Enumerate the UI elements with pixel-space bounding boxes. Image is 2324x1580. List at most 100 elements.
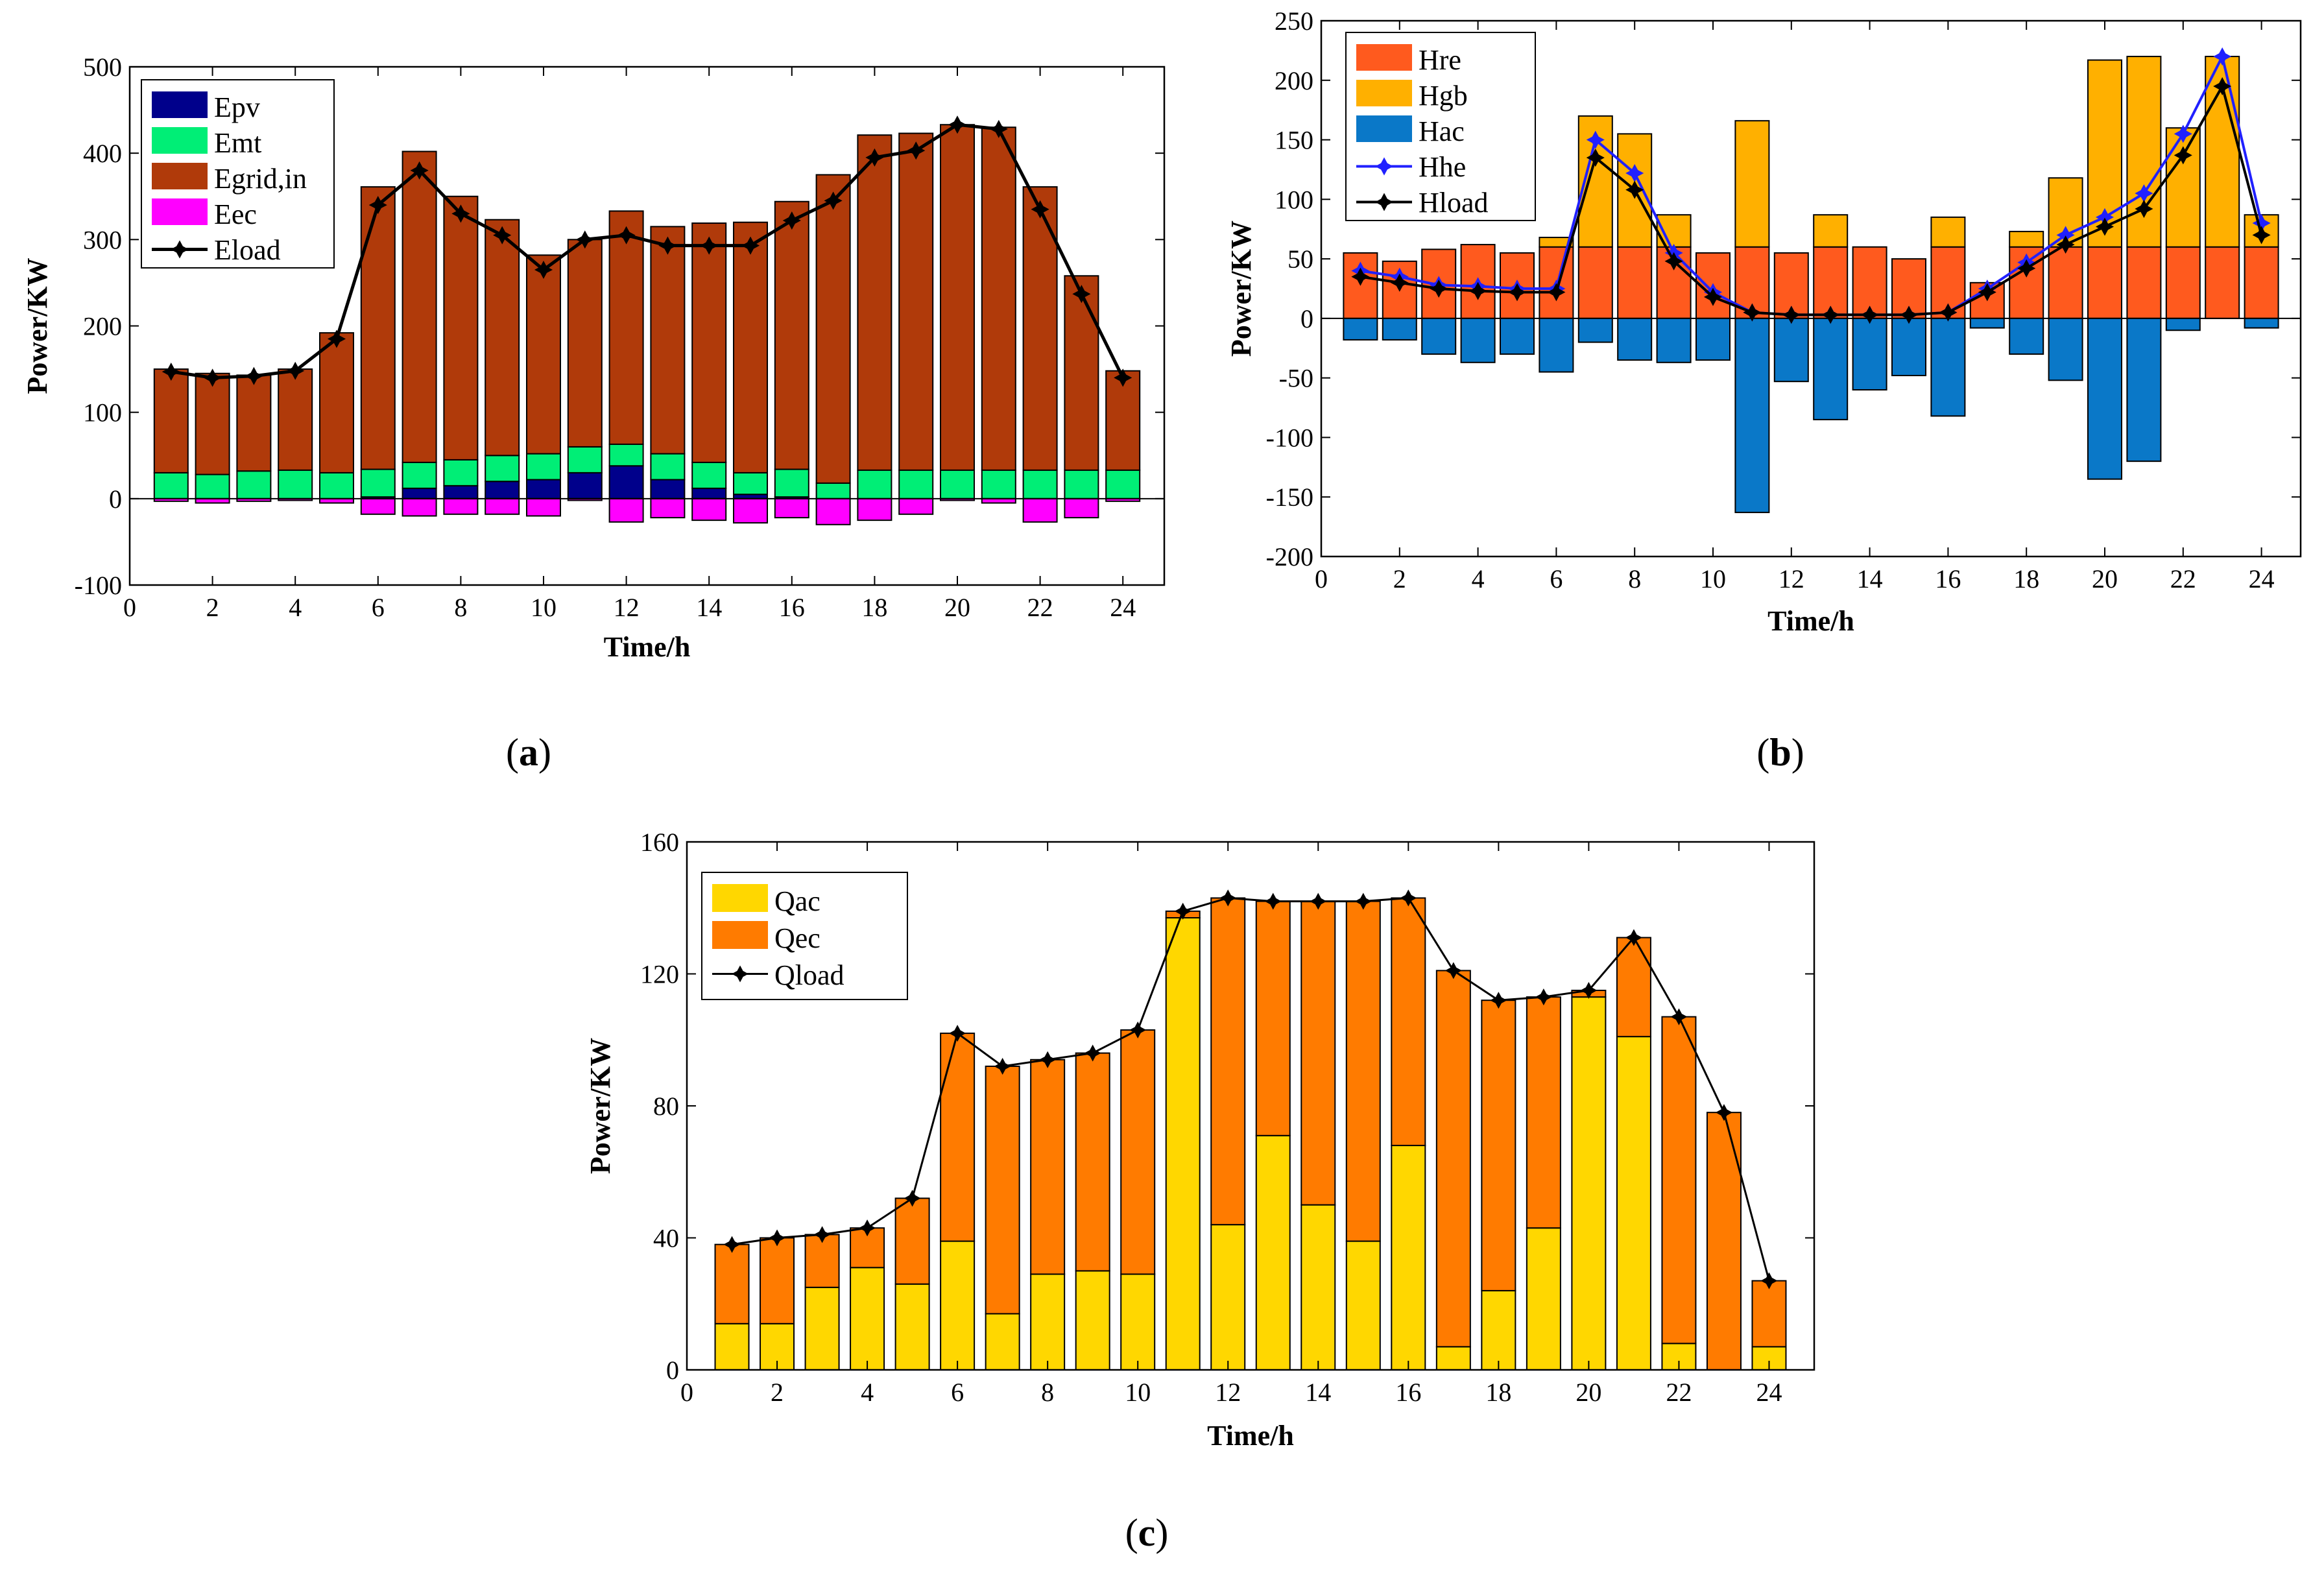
bar-c-Qec-13 xyxy=(1255,900,1291,1136)
marker-c-Qload-18 xyxy=(1490,992,1507,1009)
ytick-label-b--50: -50 xyxy=(1279,364,1313,393)
bar-a-Egrid,in-24 xyxy=(1105,370,1141,471)
bar-c-Qac-14 xyxy=(1300,1204,1336,1371)
ytick-label-b--100: -100 xyxy=(1266,423,1313,452)
bar-b-Hgb-6 xyxy=(1539,237,1574,248)
legend-label-a-Egrid,in: Egrid,in xyxy=(214,163,307,195)
xtick-label-a-12: 12 xyxy=(614,593,640,622)
bar-b-Hac-1 xyxy=(1343,317,1378,341)
bar-a-Egrid,in-16 xyxy=(774,200,809,470)
marker-a-Eload-5 xyxy=(327,329,346,348)
marker-c-Qload-4 xyxy=(859,1219,876,1237)
bar-c-Qac-21 xyxy=(1616,1036,1651,1371)
marker-a-Eload-7 xyxy=(410,161,429,180)
legend-marker-a-Eload xyxy=(170,240,189,259)
bar-a-Emt-3 xyxy=(236,470,272,499)
bar-a-Egrid,in-13 xyxy=(650,226,686,455)
xtick-label-c-14: 14 xyxy=(1305,1378,1331,1407)
marker-c-Qload-13 xyxy=(1264,892,1282,910)
bar-a-Eec-22 xyxy=(1022,497,1058,523)
marker-c-Qload-22 xyxy=(1670,1008,1688,1025)
xtick-label-c-2: 2 xyxy=(771,1378,784,1407)
bar-a-Egrid,in-10 xyxy=(526,254,561,455)
bar-a-Emt-23 xyxy=(1064,469,1099,499)
bar-b-Hgb-13 xyxy=(1813,214,1849,248)
marker-a-Eload-20 xyxy=(948,115,967,134)
ytick-label-b-50: 50 xyxy=(1288,245,1313,274)
marker-a-Eload-4 xyxy=(286,361,305,380)
bar-b-Hgb-20 xyxy=(2087,59,2122,248)
legend-swatch-a-Epv xyxy=(152,91,208,118)
xtick-label-c-12: 12 xyxy=(1215,1378,1241,1407)
bar-a-Emt-19 xyxy=(898,469,934,499)
bar-b-Hac-12 xyxy=(1773,317,1809,383)
bar-c-Qac-7 xyxy=(985,1313,1020,1371)
xtick-label-b-16: 16 xyxy=(1935,564,1961,593)
bar-c-Qac-3 xyxy=(804,1286,840,1371)
ytick-label-b-100: 100 xyxy=(1275,185,1313,214)
xtick-label-c-22: 22 xyxy=(1666,1378,1692,1407)
bar-c-Qec-2 xyxy=(760,1237,795,1324)
xtick-label-b-18: 18 xyxy=(2013,564,2039,593)
ytick-label-c-80: 80 xyxy=(653,1092,679,1121)
bar-b-Hac-14 xyxy=(1852,317,1887,391)
legend-label-b-Hre: Hre xyxy=(1419,44,1461,76)
xtick-label-a-20: 20 xyxy=(944,593,970,622)
marker-b-Hload-8 xyxy=(1625,180,1644,199)
bar-c-Qac-12 xyxy=(1210,1224,1246,1371)
bar-a-Eec-15 xyxy=(733,497,768,524)
bar-b-Hac-3 xyxy=(1421,317,1457,355)
marker-b-Hload-6 xyxy=(1547,283,1566,302)
bar-c-Qec-19 xyxy=(1526,996,1561,1229)
bar-b-Hre-8 xyxy=(1617,246,1653,319)
bar-b-Hac-19 xyxy=(2048,317,2083,381)
xtick-label-b-20: 20 xyxy=(2092,564,2118,593)
bar-a-Emt-5 xyxy=(319,472,354,499)
marker-a-Eload-3 xyxy=(245,366,263,385)
marker-c-Qload-6 xyxy=(949,1025,966,1042)
xtick-label-c-4: 4 xyxy=(861,1378,874,1407)
ytick-label-b--150: -150 xyxy=(1266,483,1313,512)
xtick-label-a-14: 14 xyxy=(696,593,722,622)
xtick-label-c-18: 18 xyxy=(1485,1378,1511,1407)
xtick-label-a-8: 8 xyxy=(454,593,467,622)
bar-a-Eec-16 xyxy=(774,497,809,519)
legend-swatch-b-Hgb xyxy=(1356,80,1412,106)
marker-a-Eload-9 xyxy=(493,226,512,245)
legend-label-b-Hgb: Hgb xyxy=(1419,80,1468,112)
caption-a: (a) xyxy=(506,731,551,774)
xtick-label-b-6: 6 xyxy=(1550,564,1563,593)
bar-a-Emt-6 xyxy=(360,468,396,498)
legend-swatch-c-Qac xyxy=(712,884,768,912)
marker-c-Qload-1 xyxy=(723,1236,741,1253)
bar-a-Emt-16 xyxy=(774,468,809,498)
marker-a-Eload-24 xyxy=(1114,368,1132,387)
legend-label-a-Eec: Eec xyxy=(214,198,257,230)
ytick-label-c-120: 120 xyxy=(640,960,679,989)
bar-b-Hgb-16 xyxy=(1930,216,1966,248)
legend-marker-c-Qload xyxy=(731,965,749,983)
bar-b-Hre-24 xyxy=(2244,246,2279,319)
marker-c-Qload-23 xyxy=(1715,1104,1733,1121)
marker-c-Qload-16 xyxy=(1400,889,1417,907)
chart-c: 0 2 4 6 8 10 12 14 16 18 20 22 2404080120160Time/hPo… xyxy=(584,828,1815,1554)
bar-c-Qec-6 xyxy=(940,1033,976,1242)
bar-a-Emt-22 xyxy=(1022,469,1058,499)
ylabel-a: Power/KW xyxy=(21,257,53,394)
bar-a-Egrid,in-7 xyxy=(401,150,437,463)
ytick-label-a-0: 0 xyxy=(109,485,122,514)
bar-b-Hac-16 xyxy=(1930,317,1966,417)
xtick-label-a-6: 6 xyxy=(372,593,385,622)
xtick-label-a-18: 18 xyxy=(861,593,887,622)
marker-c-Qload-17 xyxy=(1444,962,1462,979)
bar-b-Hac-8 xyxy=(1617,317,1653,361)
bar-c-Qac-18 xyxy=(1481,1289,1516,1371)
marker-a-Eload-15 xyxy=(741,236,760,255)
caption-c: (c) xyxy=(1125,1511,1169,1554)
bar-a-Emt-4 xyxy=(278,469,313,499)
marker-b-Hhe-7 xyxy=(1586,130,1605,149)
bar-a-Egrid,in-8 xyxy=(443,195,479,461)
bar-a-Egrid,in-14 xyxy=(691,222,727,463)
marker-b-Hload-21 xyxy=(2135,199,2153,219)
marker-b-Hload-1 xyxy=(1351,267,1370,286)
